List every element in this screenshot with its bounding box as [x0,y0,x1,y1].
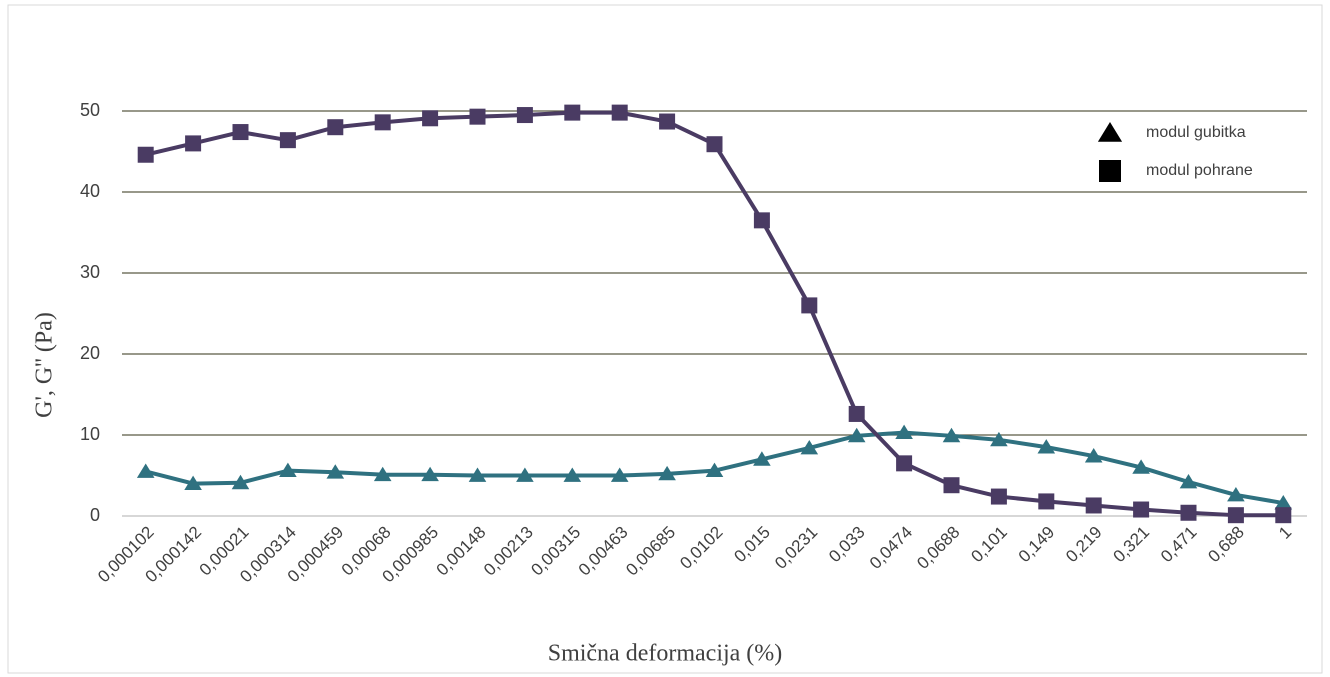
data-point [184,475,202,490]
data-point [564,104,581,121]
legend-marker [1097,122,1123,142]
data-point [1084,448,1103,463]
data-point [137,146,154,163]
data-point [895,424,913,439]
data-point [658,465,676,481]
data-point [847,427,866,443]
data-point [279,462,297,478]
y-tick-label: 30 [80,262,100,282]
data-point [1274,495,1293,510]
data-point [563,467,582,482]
data-point [611,104,628,121]
data-point [705,462,724,478]
data-point [1085,497,1102,514]
y-tick-label: 10 [80,424,100,444]
legend-label: modul pohrane [1146,162,1253,179]
data-point [896,455,913,472]
data-point [231,474,250,490]
data-point [326,464,345,479]
data-point [801,297,818,314]
data-point [468,467,487,482]
y-tick-label: 20 [80,343,100,363]
y-tick-label: 50 [80,100,100,120]
data-point [1132,459,1150,474]
data-point [279,132,296,149]
data-point [1180,504,1197,521]
data-point [373,466,392,482]
data-point [848,405,865,422]
y-tick-label: 40 [80,181,100,201]
data-point [753,212,770,229]
y-tick-label: 0 [90,505,100,525]
data-point [327,119,344,136]
data-point [1227,486,1245,502]
data-point [800,439,819,455]
data-point [469,108,486,125]
data-point [943,477,960,494]
data-point [990,488,1007,505]
data-point [232,124,249,141]
data-point [136,463,155,478]
data-point [1227,507,1244,524]
data-point [422,110,439,127]
data-point [942,427,961,443]
data-point [753,451,771,466]
data-point [185,135,202,152]
data-point [374,114,391,131]
data-point [610,467,629,482]
x-axis-label: Smična deformacija (%) [548,641,783,667]
data-point [1038,493,1055,510]
data-point [1275,507,1292,524]
data-point [1133,501,1150,518]
legend-label: modul gubitka [1146,124,1246,141]
data-point [706,136,723,153]
data-point [1179,473,1198,489]
data-point [516,467,534,482]
data-point [990,431,1008,447]
data-point [516,107,533,124]
legend-marker [1099,160,1121,182]
data-point [421,466,439,482]
y-axis-label: G', G'' (Pa) [32,312,58,418]
data-point [659,113,676,130]
data-point [1037,439,1056,454]
